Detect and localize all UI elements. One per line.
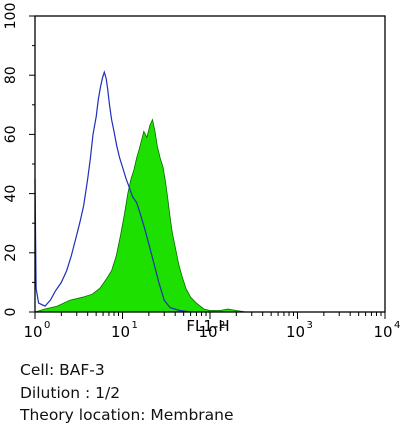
svg-text:4: 4 [394,320,400,331]
x-tick-label: 10 2 [198,320,225,341]
y-tick-label: 20 [3,244,19,262]
y-tick-label: 0 [3,308,19,317]
x-tick-label: 10 0 [23,320,50,341]
svg-text:1: 1 [132,320,138,331]
plot-frame [34,15,386,313]
control-histogram-line [34,70,191,313]
svg-text:10: 10 [198,323,217,341]
y-tick-label: 40 [3,185,19,203]
svg-text:10: 10 [373,323,392,341]
y-tick-label: 100 [3,3,19,30]
x-tick-label: 10 1 [111,320,138,341]
svg-text:0: 0 [44,320,50,331]
caption-theory-location: Theory location: Membrane [20,406,234,424]
x-tick-label: 10 4 [373,320,400,341]
svg-text:3: 3 [307,320,313,331]
x-tick-label: 10 3 [286,320,313,341]
svg-text:2: 2 [219,320,225,331]
svg-text:10: 10 [23,323,42,341]
y-tick-label: 80 [3,66,19,84]
caption-cell: Cell: BAF-3 [20,361,105,379]
x-axis-label: FL1-H [186,317,229,335]
caption-dilution: Dilution : 1/2 [20,384,121,402]
svg-text:10: 10 [111,323,130,341]
svg-text:10: 10 [286,323,305,341]
y-tick-label: 60 [3,125,19,143]
